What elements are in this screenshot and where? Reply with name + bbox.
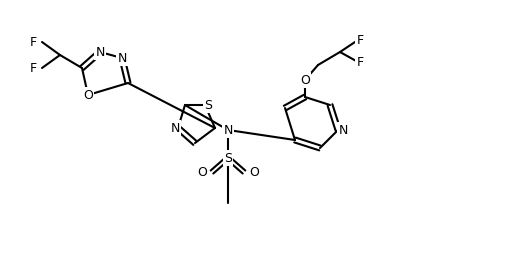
Text: N: N xyxy=(117,51,126,65)
Text: N: N xyxy=(337,124,347,136)
Text: S: S xyxy=(204,98,212,112)
Text: N: N xyxy=(170,122,179,134)
Text: O: O xyxy=(248,166,259,179)
Text: O: O xyxy=(299,74,309,87)
Text: N: N xyxy=(223,124,232,136)
Text: F: F xyxy=(30,35,37,49)
Text: O: O xyxy=(83,88,93,102)
Text: F: F xyxy=(356,56,363,69)
Text: O: O xyxy=(197,166,207,179)
Text: F: F xyxy=(356,33,363,47)
Text: F: F xyxy=(30,61,37,75)
Text: N: N xyxy=(95,45,104,59)
Text: S: S xyxy=(223,151,232,164)
